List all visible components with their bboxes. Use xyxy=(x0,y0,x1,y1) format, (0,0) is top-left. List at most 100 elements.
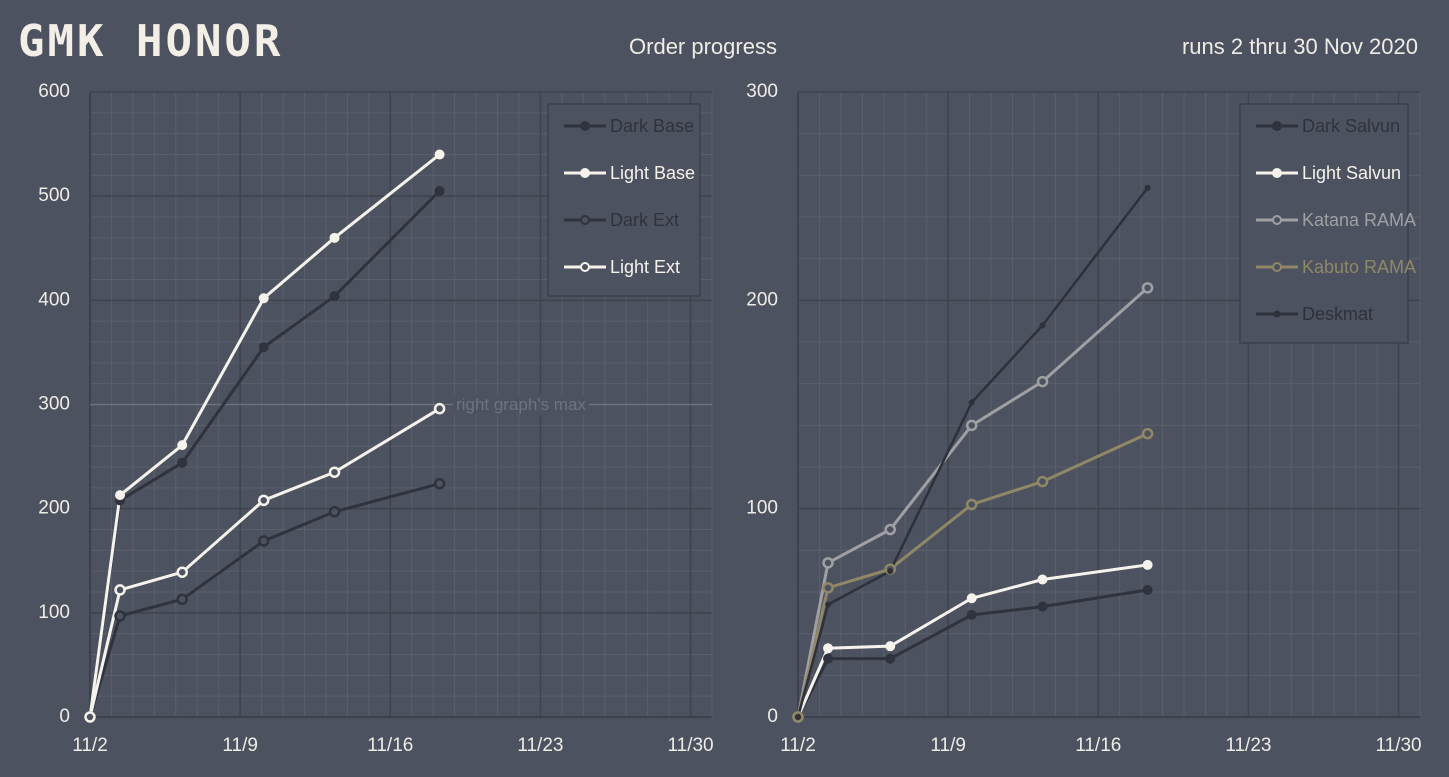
y-tick-label: 100 xyxy=(38,602,70,623)
point xyxy=(887,568,894,575)
point xyxy=(1037,574,1048,585)
logo: GMK HONOR xyxy=(18,16,283,67)
legend-marker xyxy=(1272,121,1282,131)
point xyxy=(177,457,188,468)
point xyxy=(84,711,96,723)
point xyxy=(965,498,978,511)
point xyxy=(1144,184,1151,191)
legend-label: Light Salvun xyxy=(1302,163,1401,183)
series-line xyxy=(88,482,440,718)
y-tick-label: 400 xyxy=(38,289,70,310)
annotation-bg xyxy=(453,394,589,415)
legend-marker xyxy=(1272,215,1282,225)
series-line xyxy=(88,189,441,718)
point xyxy=(885,653,896,664)
legend-box xyxy=(547,103,701,297)
legend-label: Dark Salvun xyxy=(1302,116,1400,136)
point xyxy=(114,584,126,596)
legend-marker xyxy=(1272,168,1282,178)
series-line xyxy=(796,588,1148,718)
x-tick-label: 11/2 xyxy=(72,735,108,756)
legend-marker xyxy=(1272,262,1282,272)
y-tick-label: 200 xyxy=(746,289,778,310)
point xyxy=(1142,584,1153,595)
series-line xyxy=(88,153,441,718)
x-tick-label: 11/9 xyxy=(930,735,966,756)
legend-label: Dark Base xyxy=(610,116,694,136)
legend-box xyxy=(1239,103,1409,344)
y-tick-label: 200 xyxy=(38,498,70,519)
point xyxy=(822,582,834,594)
point xyxy=(328,506,341,518)
point xyxy=(822,557,834,569)
point xyxy=(884,523,896,536)
point xyxy=(1141,427,1154,440)
point xyxy=(176,593,188,606)
x-tick-label: 11/30 xyxy=(667,735,713,756)
point xyxy=(1037,601,1048,612)
legend-label: Light Ext xyxy=(610,257,680,277)
series-line xyxy=(796,187,1149,718)
point xyxy=(1039,322,1046,329)
point xyxy=(257,494,270,507)
chart-subtitle: runs 2 thru 30 Nov 2020 xyxy=(1182,34,1418,59)
point xyxy=(329,232,340,243)
point xyxy=(176,566,188,578)
legend-label: Light Base xyxy=(610,163,695,183)
point xyxy=(1142,559,1153,570)
point xyxy=(328,466,341,478)
point xyxy=(825,601,832,608)
x-tick-label: 11/16 xyxy=(367,735,413,756)
point xyxy=(258,293,269,304)
point xyxy=(823,653,834,664)
point xyxy=(434,149,445,160)
point xyxy=(258,342,269,353)
point xyxy=(1036,475,1049,488)
point xyxy=(966,609,977,620)
point xyxy=(434,185,445,196)
legend-marker xyxy=(580,121,590,131)
series-line xyxy=(796,563,1148,718)
point xyxy=(433,402,446,415)
point xyxy=(1036,375,1049,388)
point xyxy=(114,610,126,622)
legend-label: Katana RAMA xyxy=(1302,210,1416,230)
point xyxy=(885,641,896,652)
legend-label: Dark Ext xyxy=(610,210,679,230)
x-tick-label: 11/23 xyxy=(1225,735,1271,756)
legend-label: Kabuto RAMA xyxy=(1302,257,1416,277)
y-tick-label: 100 xyxy=(746,498,778,519)
point xyxy=(177,440,188,451)
x-tick-label: 11/30 xyxy=(1375,735,1421,756)
legend-label: Deskmat xyxy=(1302,304,1373,324)
y-tick-label: 300 xyxy=(38,394,70,415)
series-line xyxy=(796,432,1149,718)
point xyxy=(433,477,446,490)
series-line xyxy=(88,407,441,718)
point xyxy=(257,535,270,547)
annotation: right graph's max xyxy=(456,395,586,414)
point xyxy=(1141,282,1154,294)
point xyxy=(966,593,977,604)
point xyxy=(115,490,126,501)
y-tick-label: 0 xyxy=(767,706,778,727)
legend-marker xyxy=(580,262,590,272)
x-tick-label: 11/9 xyxy=(222,735,258,756)
x-tick-label: 11/23 xyxy=(517,735,563,756)
point xyxy=(329,291,340,302)
y-tick-label: 300 xyxy=(746,81,778,102)
point xyxy=(968,399,975,406)
y-tick-label: 0 xyxy=(59,706,70,727)
legend-marker xyxy=(580,215,590,225)
x-tick-label: 11/16 xyxy=(1075,735,1121,756)
legend-marker xyxy=(1273,310,1281,318)
y-tick-label: 600 xyxy=(38,81,70,102)
legend-marker xyxy=(580,168,590,178)
chart-title: Order progress xyxy=(629,34,777,59)
y-tick-label: 500 xyxy=(38,185,70,206)
point xyxy=(823,643,834,654)
point xyxy=(965,419,978,432)
x-tick-label: 11/2 xyxy=(780,735,816,756)
point xyxy=(795,714,801,720)
